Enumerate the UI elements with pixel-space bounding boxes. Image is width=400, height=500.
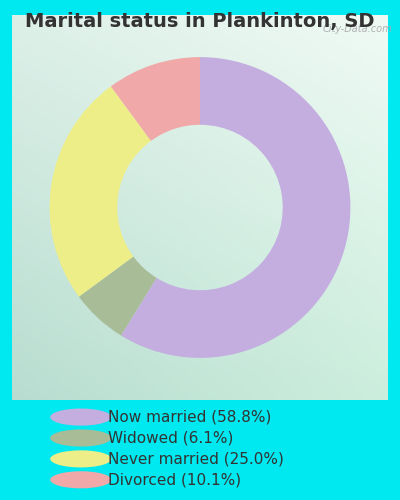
Text: Divorced (10.1%): Divorced (10.1%) (108, 472, 241, 488)
Circle shape (50, 450, 111, 468)
Circle shape (50, 430, 111, 446)
Text: Now married (58.8%): Now married (58.8%) (108, 410, 271, 424)
Text: Widowed (6.1%): Widowed (6.1%) (108, 430, 233, 446)
Circle shape (50, 471, 111, 488)
Wedge shape (111, 57, 200, 141)
Circle shape (50, 408, 111, 426)
Text: Marital status in Plankinton, SD: Marital status in Plankinton, SD (25, 12, 375, 32)
Text: City-Data.com: City-Data.com (323, 24, 392, 34)
Text: Never married (25.0%): Never married (25.0%) (108, 452, 284, 466)
Wedge shape (121, 57, 350, 358)
Wedge shape (50, 86, 151, 296)
Wedge shape (79, 256, 156, 336)
